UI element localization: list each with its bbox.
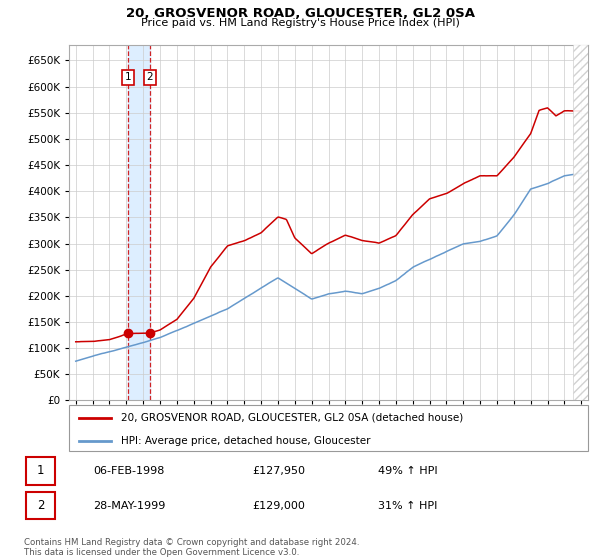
Text: 20, GROSVENOR ROAD, GLOUCESTER, GL2 0SA (detached house): 20, GROSVENOR ROAD, GLOUCESTER, GL2 0SA …	[121, 413, 463, 423]
Text: 28-MAY-1999: 28-MAY-1999	[93, 501, 166, 511]
FancyBboxPatch shape	[69, 405, 588, 451]
Text: 2: 2	[37, 499, 44, 512]
Text: 2: 2	[146, 72, 153, 82]
Text: 20, GROSVENOR ROAD, GLOUCESTER, GL2 0SA: 20, GROSVENOR ROAD, GLOUCESTER, GL2 0SA	[125, 7, 475, 20]
Bar	[128, 45, 150, 400]
Text: Price paid vs. HM Land Registry's House Price Index (HPI): Price paid vs. HM Land Registry's House …	[140, 18, 460, 28]
Text: £129,000: £129,000	[252, 501, 305, 511]
Text: 31% ↑ HPI: 31% ↑ HPI	[378, 501, 437, 511]
Text: HPI: Average price, detached house, Gloucester: HPI: Average price, detached house, Glou…	[121, 436, 370, 446]
Text: Contains HM Land Registry data © Crown copyright and database right 2024.
This d: Contains HM Land Registry data © Crown c…	[24, 538, 359, 557]
Text: £127,950: £127,950	[252, 466, 305, 476]
FancyBboxPatch shape	[26, 458, 55, 484]
FancyBboxPatch shape	[26, 492, 55, 519]
Text: 49% ↑ HPI: 49% ↑ HPI	[378, 466, 437, 476]
Text: 1: 1	[37, 464, 44, 478]
Text: 06-FEB-1998: 06-FEB-1998	[93, 466, 164, 476]
Text: 1: 1	[125, 72, 131, 82]
